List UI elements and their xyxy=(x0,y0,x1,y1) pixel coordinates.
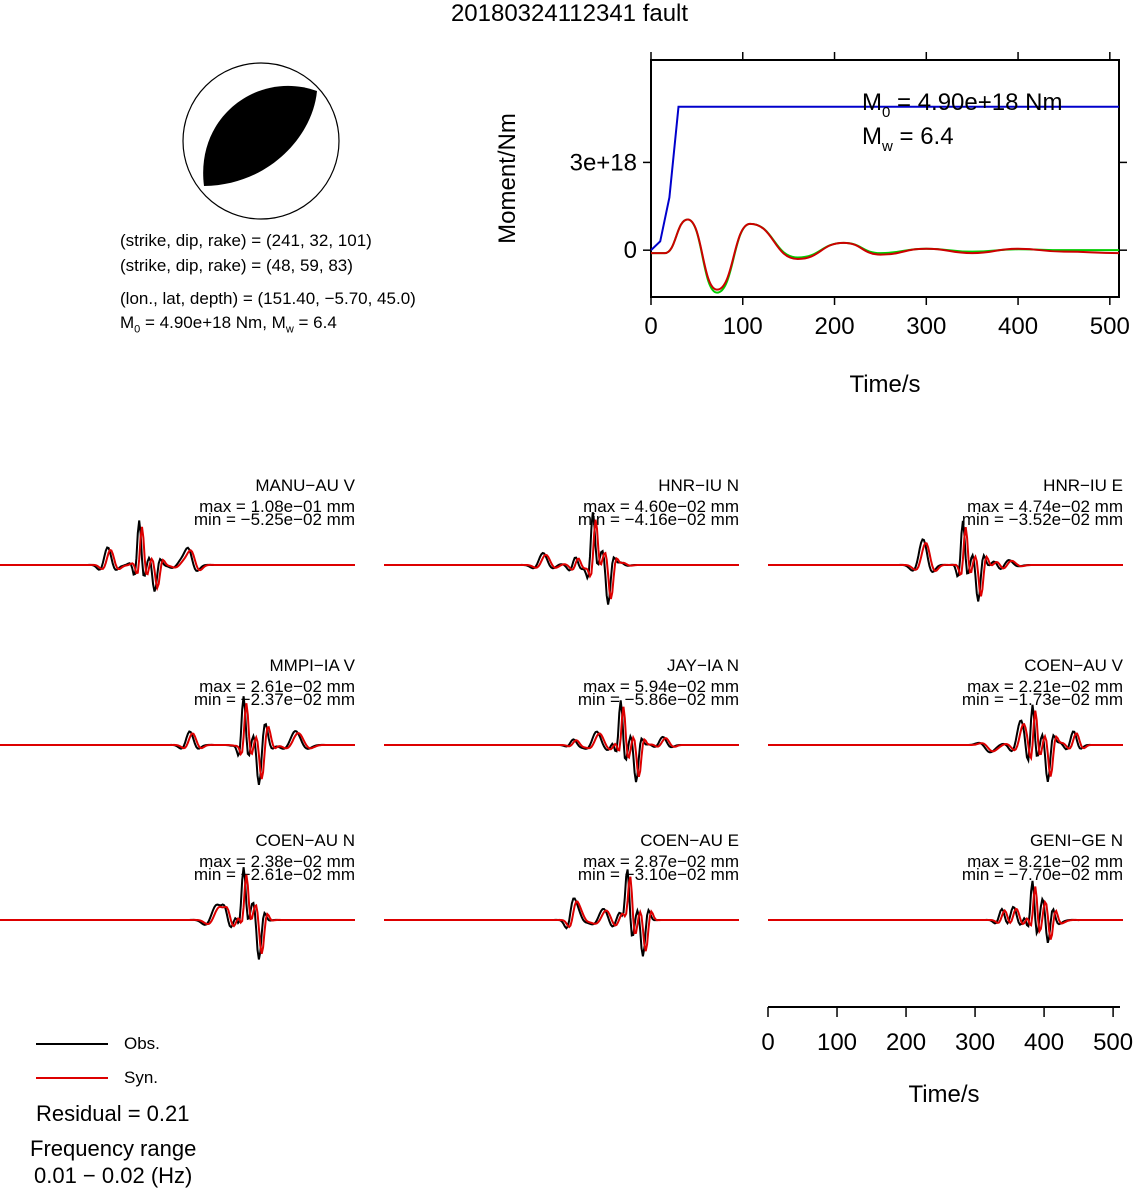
stf-xtick-label: 100 xyxy=(723,313,763,340)
waveform-xtick-label: 500 xyxy=(1093,1029,1133,1056)
waveform-xlabel: Time/s xyxy=(908,1081,979,1108)
moment-rate-green-line xyxy=(650,218,1119,294)
synthetic-trace xyxy=(384,876,739,952)
residual-text: Residual = 0.21 xyxy=(36,1101,190,1126)
cumulative-moment-line xyxy=(650,105,1119,251)
station-label: MMPI−IA V xyxy=(270,656,356,675)
min-amplitude-label: min = −2.37e−02 mm xyxy=(194,690,355,709)
max-amplitude-label: max = 2.87e−02 mm xyxy=(583,852,739,871)
station-label: COEN−AU N xyxy=(255,831,355,850)
synthetic-trace xyxy=(0,703,355,780)
stf-annotation-m0: M0 = 4.90e+18 Nm xyxy=(862,89,1062,121)
min-amplitude-label: min = −2.61e−02 mm xyxy=(194,865,355,884)
nodal-plane-2: (strike, dip, rake) = (48, 59, 83) xyxy=(120,256,353,275)
max-amplitude-label: max = 8.21e−02 mm xyxy=(967,852,1123,871)
stf-ytick-label: 3e+18 xyxy=(570,149,637,176)
max-amplitude-label: max = 2.38e−02 mm xyxy=(199,852,355,871)
stf-annotation-mw: Mw = 6.4 xyxy=(862,123,954,155)
min-amplitude-label: min = −7.70e−02 mm xyxy=(962,865,1123,884)
waveform-xtick-label: 300 xyxy=(955,1029,995,1056)
figure-title: 20180324112341 fault xyxy=(450,0,689,27)
synthetic-trace xyxy=(768,526,1123,597)
waveform-xtick-label: 200 xyxy=(886,1029,926,1056)
legend-obs-label: Obs. xyxy=(124,1034,160,1053)
stf-xlabel: Time/s xyxy=(849,371,920,398)
stf-ylabel: Moment/Nm xyxy=(494,113,521,244)
legend-syn-label: Syn. xyxy=(124,1068,159,1087)
observed-trace xyxy=(0,520,355,592)
max-amplitude-label: max = 2.21e−02 mm xyxy=(967,677,1123,696)
min-amplitude-label: min = −1.73e−02 mm xyxy=(962,690,1123,709)
synthetic-trace xyxy=(384,519,739,600)
station-label: HNR−IU N xyxy=(658,476,739,495)
frequency-range: 0.01 − 0.02 (Hz) xyxy=(34,1163,193,1188)
observed-trace xyxy=(768,520,1123,602)
observed-trace xyxy=(0,696,355,785)
synthetic-trace xyxy=(768,710,1123,777)
min-amplitude-label: min = −3.10e−02 mm xyxy=(578,865,739,884)
observed-trace xyxy=(384,700,739,783)
synthetic-trace xyxy=(0,874,355,955)
moment-chart: 0 100 200 300 400 500 3e+18 0 Time/s Moment/Nm M0 … xyxy=(494,52,1130,398)
hypocenter-location: (lon., lat, depth) = (151.40, −5.70, 45.… xyxy=(120,289,416,308)
stf-xtick-label: 200 xyxy=(815,313,855,340)
min-amplitude-label: min = −4.16e−02 mm xyxy=(578,510,739,529)
stf-xtick-label: 400 xyxy=(998,313,1038,340)
station-label: GENI−GE N xyxy=(1030,831,1123,850)
observed-trace xyxy=(768,704,1123,782)
synthetic-trace xyxy=(768,886,1123,940)
stf-xtick-label: 500 xyxy=(1090,313,1130,340)
max-amplitude-label: max = 4.74e−02 mm xyxy=(967,497,1123,516)
moment-rate-red-line xyxy=(650,218,1120,291)
nodal-plane-1: (strike, dip, rake) = (241, 32, 101) xyxy=(120,231,372,250)
stf-plot-frame xyxy=(650,59,1120,298)
frequency-title: Frequency range xyxy=(30,1136,197,1161)
max-amplitude-label: max = 4.60e−02 mm xyxy=(583,497,739,516)
station-label: JAY−IA N xyxy=(667,656,739,675)
synthetic-trace xyxy=(384,706,739,778)
max-amplitude-label: max = 5.94e−02 mm xyxy=(583,677,739,696)
stf-xtick-label: 0 xyxy=(644,313,657,340)
station-label: COEN−AU E xyxy=(640,831,739,850)
focal-mechanism-beachball xyxy=(182,62,340,220)
moment-magnitude-line: M0 = 4.90e+18 Nm, Mw = 6.4 xyxy=(120,313,337,336)
stf-xtick-label: 300 xyxy=(906,313,946,340)
station-label: MANU−AU V xyxy=(255,476,355,495)
min-amplitude-label: min = −3.52e−02 mm xyxy=(962,510,1123,529)
max-amplitude-label: max = 2.61e−02 mm xyxy=(199,677,355,696)
observed-trace xyxy=(768,880,1123,944)
waveform-xtick-label: 0 xyxy=(761,1029,774,1056)
legend-lines xyxy=(36,1043,108,1079)
waveform-xtick-label: 100 xyxy=(817,1029,857,1056)
max-amplitude-label: max = 1.08e−01 mm xyxy=(199,497,355,516)
station-label: HNR−IU E xyxy=(1043,476,1123,495)
station-label: COEN−AU V xyxy=(1024,656,1123,675)
min-amplitude-label: min = −5.25e−02 mm xyxy=(194,510,355,529)
stf-ytick-label: 0 xyxy=(624,237,637,264)
min-amplitude-label: min = −5.86e−02 mm xyxy=(578,690,739,709)
waveform-xtick-label: 400 xyxy=(1024,1029,1064,1056)
synthetic-trace xyxy=(0,526,355,592)
